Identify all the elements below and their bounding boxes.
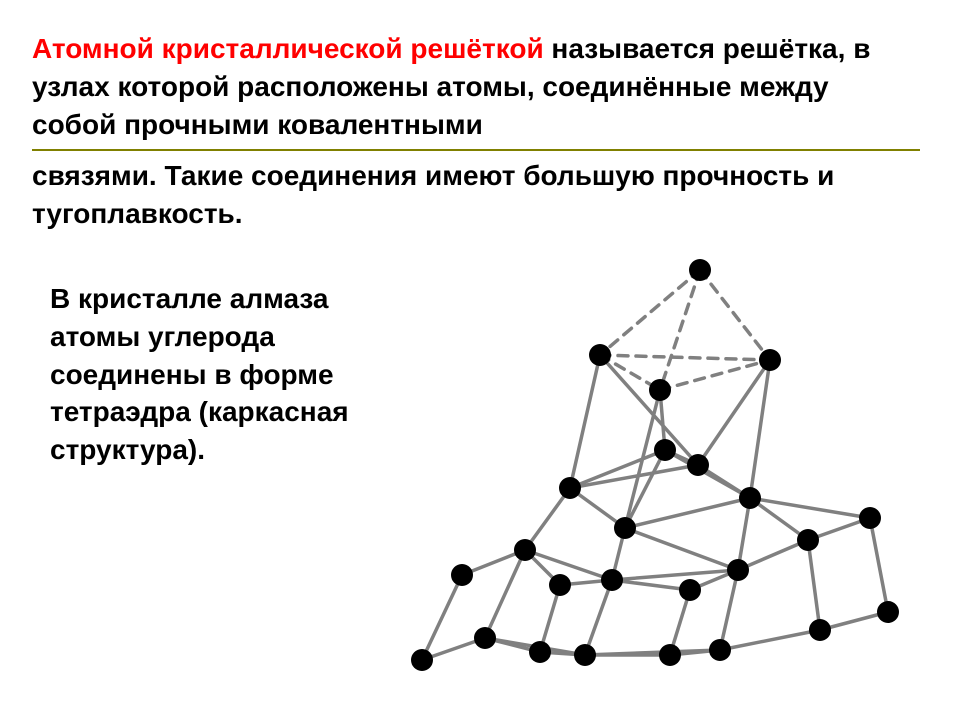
lattice-edge xyxy=(720,630,820,650)
lattice-node xyxy=(601,569,623,591)
lattice-node xyxy=(451,564,473,586)
lattice-node xyxy=(739,487,761,509)
header-block: Атомной кристаллической решёткой называе… xyxy=(32,30,920,233)
lattice-edge xyxy=(612,580,690,590)
lattice-edge xyxy=(698,360,770,465)
lattice-node xyxy=(559,477,581,499)
title-paragraph-1: Атомной кристаллической решёткой называе… xyxy=(32,30,920,143)
lattice-edge xyxy=(700,270,770,360)
lattice-edge xyxy=(625,498,750,528)
lattice-node xyxy=(689,259,711,281)
lattice-node xyxy=(679,579,701,601)
lattice-node xyxy=(727,559,749,581)
lattice-edge xyxy=(625,528,738,570)
lattice-node xyxy=(687,454,709,476)
lattice-node xyxy=(709,639,731,661)
lattice-node xyxy=(759,349,781,371)
lattice-node xyxy=(549,574,571,596)
lattice-node xyxy=(474,627,496,649)
lattice-edge xyxy=(600,355,698,465)
lattice-edge xyxy=(570,465,698,488)
lattice-node xyxy=(877,601,899,623)
lattice-edge xyxy=(570,355,600,488)
lattice-node xyxy=(859,507,881,529)
lattice-node xyxy=(411,649,433,671)
lattice-edge xyxy=(750,360,770,498)
lattice-edge xyxy=(625,450,665,528)
diamond-lattice-diagram xyxy=(390,240,920,700)
lattice-node xyxy=(649,379,671,401)
body-text: В кристалле алмаза атомы углерода соедин… xyxy=(50,280,370,469)
lattice-node xyxy=(574,644,596,666)
lattice-node xyxy=(614,517,636,539)
lattice-node xyxy=(809,619,831,641)
lattice-edge xyxy=(720,570,738,650)
body-block: В кристалле алмаза атомы углерода соедин… xyxy=(50,280,370,469)
lattice-edge xyxy=(525,488,570,550)
lattice-edge xyxy=(750,498,870,518)
lattice-edge xyxy=(585,580,612,655)
lattice-edge xyxy=(808,540,820,630)
lattice-node xyxy=(514,539,536,561)
lattice-edge xyxy=(870,518,888,612)
lattice-node xyxy=(654,439,676,461)
lattice-node xyxy=(529,641,551,663)
lattice-edge xyxy=(570,450,665,488)
lattice-edge xyxy=(600,355,770,360)
lattice-node xyxy=(797,529,819,551)
lattice-edge xyxy=(738,540,808,570)
title-accent: Атомной кристаллической решёткой xyxy=(32,33,544,64)
title-paragraph-2: связями. Такие соединения имеют большую … xyxy=(32,157,920,233)
lattice-node xyxy=(659,644,681,666)
lattice-node xyxy=(589,344,611,366)
divider xyxy=(32,149,920,151)
